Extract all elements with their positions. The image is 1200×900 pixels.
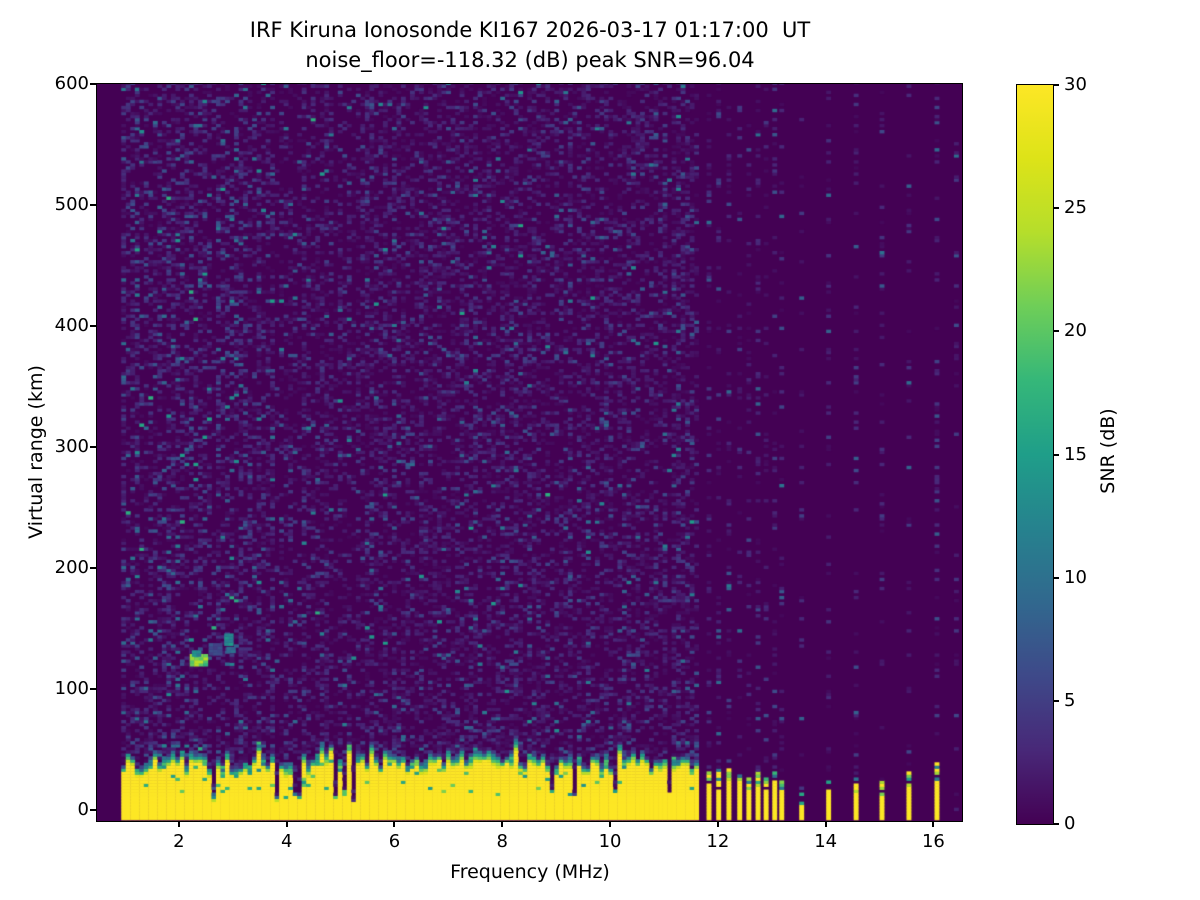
y-tick-label: 400 — [54, 315, 89, 337]
x-tick — [501, 821, 504, 827]
y-tick — [90, 809, 96, 812]
colorbar — [1016, 84, 1054, 825]
colorbar-tick — [1053, 207, 1059, 210]
x-tick-label: 16 — [921, 831, 945, 852]
x-tick-label: 12 — [706, 831, 730, 852]
x-tick-label: 14 — [814, 831, 838, 852]
x-axis-label: Frequency (MHz) — [450, 861, 610, 883]
y-tick-label: 0 — [77, 799, 89, 821]
colorbar-tick — [1053, 699, 1059, 702]
colorbar-tick — [1053, 330, 1059, 333]
colorbar-tick-label: 10 — [1064, 566, 1087, 588]
x-tick — [716, 821, 719, 827]
y-tick — [90, 688, 96, 691]
y-tick-label: 300 — [54, 436, 89, 458]
x-tick — [609, 821, 612, 827]
x-tick — [177, 821, 180, 827]
y-tick — [90, 204, 96, 207]
y-tick-label: 600 — [54, 73, 89, 94]
plot-title: IRF Kiruna Ionosonde KI167 2026-03-17 01… — [249, 18, 811, 42]
y-tick-label: 100 — [54, 678, 89, 700]
colorbar-tick-label: 15 — [1064, 443, 1087, 465]
y-tick — [90, 83, 96, 85]
colorbar-label: SNR (dB) — [1097, 408, 1119, 494]
x-tick-label: 6 — [388, 831, 401, 852]
colorbar-tick-label: 30 — [1064, 74, 1087, 95]
x-tick — [932, 821, 935, 827]
x-tick-label: 4 — [280, 831, 293, 852]
colorbar-tick-label: 0 — [1064, 813, 1076, 834]
plot-subtitle: noise_floor=-118.32 (dB) peak SNR=96.04 — [305, 48, 755, 72]
colorbar-tick — [1053, 576, 1059, 579]
colorbar-tick — [1053, 823, 1059, 825]
x-tick — [393, 821, 396, 827]
colorbar-tick-label: 5 — [1064, 689, 1076, 711]
colorbar-tick-label: 25 — [1064, 197, 1087, 219]
y-tick-label: 500 — [54, 194, 89, 216]
colorbar-tick — [1053, 453, 1059, 456]
colorbar-tick-label: 20 — [1064, 320, 1087, 342]
y-tick-label: 200 — [54, 557, 89, 579]
heatmap-canvas — [97, 84, 962, 821]
x-tick-label: 10 — [598, 831, 622, 852]
y-tick — [90, 446, 96, 449]
x-tick-label: 8 — [496, 831, 508, 852]
x-tick-label: 2 — [173, 831, 185, 852]
colorbar-gradient — [1017, 85, 1053, 824]
y-tick — [90, 567, 96, 570]
plot-area — [96, 83, 963, 822]
x-tick — [824, 821, 827, 827]
y-tick — [90, 325, 96, 328]
colorbar-tick — [1053, 84, 1059, 86]
x-tick — [285, 821, 288, 827]
